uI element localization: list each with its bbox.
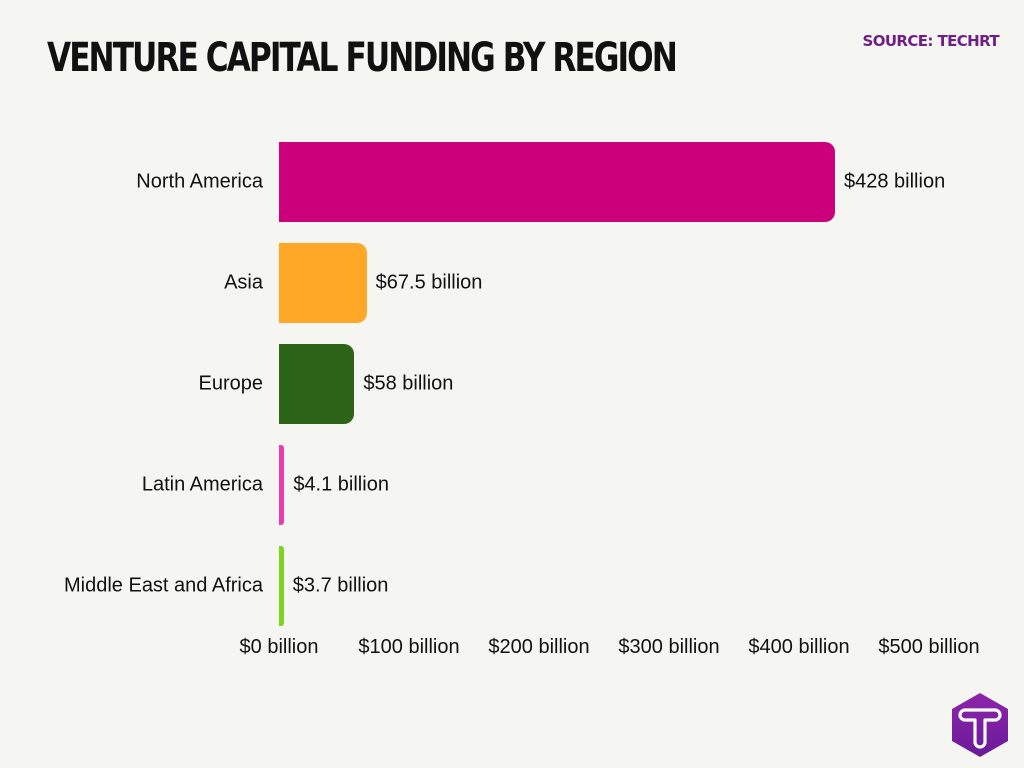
bar[interactable] xyxy=(279,445,285,525)
value-label: $67.5 billion xyxy=(375,271,483,294)
value-label: $4.1 billion xyxy=(293,473,389,496)
bar-row: Middle East and Africa $3.7 billion xyxy=(0,546,1024,626)
value-label: $428 billion xyxy=(844,170,946,193)
category-label: North America xyxy=(136,170,263,193)
value-label: $58 billion xyxy=(363,372,454,395)
bar-row: Latin America $4.1 billion xyxy=(0,445,1024,525)
bar-row: North America $428 billion xyxy=(0,142,1024,222)
x-tick-label: $500 billion xyxy=(878,636,980,658)
techrt-logo-icon xyxy=(952,693,1008,757)
x-tick-label: $0 billion xyxy=(239,636,319,658)
bar[interactable] xyxy=(279,243,367,323)
bar[interactable] xyxy=(279,344,355,424)
category-label: Asia xyxy=(224,271,263,294)
bar[interactable] xyxy=(279,142,835,222)
bar[interactable] xyxy=(279,546,284,626)
x-tick-label: $400 billion xyxy=(748,636,850,658)
category-label: Latin America xyxy=(141,473,263,496)
chart-title: VENTURE CAPITAL FUNDING BY REGION xyxy=(47,35,678,81)
category-label: Middle East and Africa xyxy=(64,574,263,597)
source-label: SOURCE: TECHRT xyxy=(862,32,999,50)
x-tick-label: $300 billion xyxy=(618,636,720,658)
category-label: Europe xyxy=(198,372,264,395)
bar-row: Europe $58 billion xyxy=(0,344,1024,424)
x-tick-label: $200 billion xyxy=(488,636,590,658)
bar-row: Asia $67.5 billion xyxy=(0,243,1024,323)
value-label: $3.7 billion xyxy=(292,574,389,597)
x-tick-label: $100 billion xyxy=(358,636,460,658)
